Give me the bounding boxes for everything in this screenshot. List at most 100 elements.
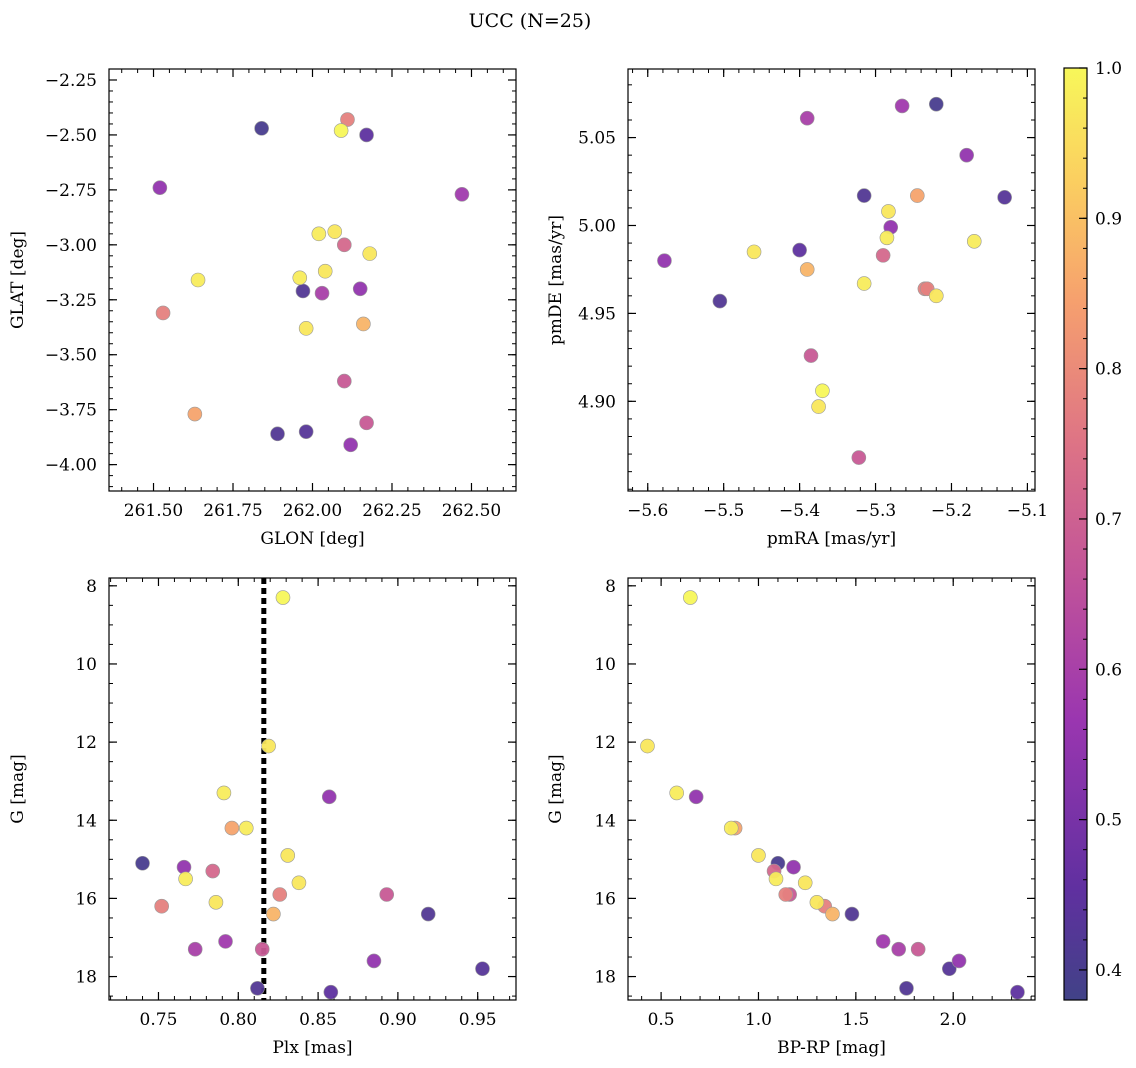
data-point (803, 348, 819, 363)
data-point (799, 262, 815, 277)
data-point (688, 789, 704, 805)
panel-glon-glat: 261.50 261.75 262.00 262.25 262.50 −2.25 −2.50… (8, 68, 517, 549)
colorbar-gradient (1064, 68, 1087, 1000)
y-tick-label: −3.25 (45, 291, 97, 311)
y-tick-label: −2.25 (45, 71, 97, 91)
colorbar-tick-label: 0.9 (1095, 209, 1122, 229)
y-tick-label: 5.05 (578, 129, 616, 149)
data-point (272, 887, 288, 902)
data-point (712, 293, 728, 309)
y-axis-label: G [mag] (8, 754, 28, 823)
data-point (250, 980, 265, 996)
y-tick-label: 10 (594, 655, 616, 675)
x-tick-label: 0.95 (459, 1010, 497, 1030)
data-point (928, 288, 944, 304)
y-tick-label: 4.95 (578, 304, 616, 324)
axes-frame (627, 577, 1036, 1001)
data-point (751, 848, 766, 863)
data-point (797, 875, 813, 891)
colorbar-tick-label: 1.0 (1095, 59, 1122, 79)
data-point (327, 224, 343, 239)
panel-pmra-pmde: −5.6 −5.5 −5.4 −5.3 −5.2 −5.1 4.90 4.95 5.00 5.05… (546, 68, 1048, 549)
minor-ticks (109, 68, 516, 491)
data-point (657, 253, 672, 268)
y-tick-label: −3.00 (45, 236, 97, 256)
y-tick-label: 10 (75, 655, 97, 675)
data-point (359, 415, 374, 431)
data-point (786, 859, 801, 875)
axes-frame (627, 68, 1036, 492)
data-point (366, 953, 382, 969)
data-point (959, 147, 974, 163)
data-point (291, 875, 307, 891)
data-point (336, 373, 352, 389)
data-point (809, 895, 825, 910)
data-point (910, 188, 925, 203)
x-tick-label: −5.6 (627, 501, 668, 521)
data-point (1010, 984, 1025, 1000)
data-point (768, 871, 784, 887)
x-axis-label: Plx [mas] (272, 1038, 352, 1058)
data-point (894, 98, 910, 114)
data-point (135, 855, 150, 871)
x-tick-label: 262.00 (283, 501, 342, 521)
colorbar-tick-label: 0.8 (1095, 360, 1122, 380)
data-point (851, 450, 867, 465)
data-point (154, 898, 169, 914)
data-point (155, 305, 171, 321)
data-point (218, 934, 233, 949)
data-point (942, 961, 957, 977)
data-point (475, 961, 490, 977)
x-tick-label: 261.50 (124, 501, 183, 521)
x-tick-label: 262.25 (362, 501, 421, 521)
y-tick-label: 16 (75, 889, 97, 909)
y-tick-label: 8 (605, 577, 616, 597)
data-point (723, 820, 739, 836)
data-point (295, 283, 311, 299)
data-point (216, 785, 232, 801)
data-point (844, 906, 860, 922)
y-tick-label: −4.00 (45, 456, 97, 476)
data-point (190, 272, 206, 288)
y-tick-label: 8 (86, 577, 97, 597)
colorbar-tick-label: 0.6 (1095, 660, 1122, 680)
panel-bprp-g: 0.5 1.0 1.5 2.0 8 10 12 14 16 18 BP-RP [mag] G [mag… (546, 577, 1036, 1058)
data-point (187, 406, 203, 422)
x-axis-label: BP-RP [mag] (777, 1038, 886, 1058)
data-point (352, 281, 368, 297)
colorbar-frame (1063, 67, 1088, 1001)
data-point (799, 110, 815, 126)
data-point (323, 984, 339, 1000)
data-point (891, 941, 906, 957)
x-tick-label: 0.85 (299, 1010, 337, 1030)
data-point (178, 871, 193, 887)
data-point (254, 941, 270, 957)
x-tick-label: 1.0 (745, 1010, 772, 1030)
x-tick-label: 262.50 (442, 501, 501, 521)
data-point (333, 123, 349, 138)
data-point (292, 270, 308, 286)
data-point (208, 895, 224, 910)
figure-title: UCC (N=25) (469, 10, 592, 32)
y-tick-label: −3.50 (45, 346, 97, 366)
data-point (875, 934, 891, 949)
data-point (187, 941, 203, 957)
data-point (314, 285, 330, 301)
y-tick-label: 4.90 (578, 392, 616, 412)
data-point (340, 112, 355, 127)
y-tick-label: 18 (594, 968, 616, 988)
data-point (640, 738, 655, 754)
data-point (205, 863, 221, 879)
data-point (298, 424, 314, 439)
data-point (997, 190, 1012, 205)
x-tick-label: 1.5 (842, 1010, 869, 1030)
data-point (254, 121, 269, 136)
data-point (856, 188, 872, 203)
data-point (899, 980, 914, 996)
y-tick-label: 18 (75, 968, 97, 988)
y-tick-label: 5.00 (578, 216, 616, 236)
y-axis-label: pmDE [mas/yr] (546, 215, 566, 345)
axes-frame (108, 68, 517, 492)
data-point (356, 316, 371, 332)
panels: 261.50 261.75 262.00 262.25 262.50 −2.25 −2.50… (8, 68, 1048, 1058)
